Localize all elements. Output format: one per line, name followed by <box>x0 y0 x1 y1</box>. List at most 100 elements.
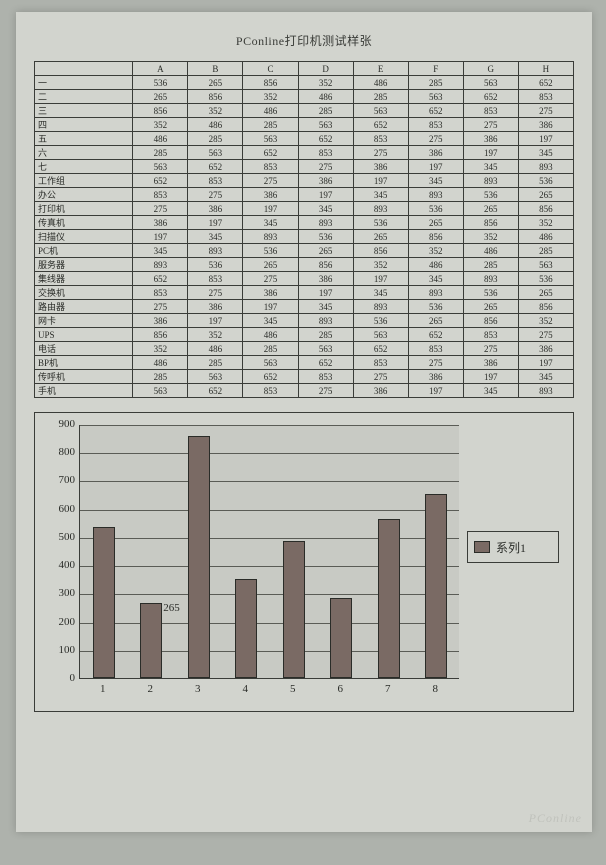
table-cell: 352 <box>408 244 463 258</box>
table-cell: 197 <box>243 202 298 216</box>
table-cell: 856 <box>243 76 298 90</box>
table-cell: 563 <box>298 118 353 132</box>
table-cell: 893 <box>518 160 573 174</box>
table-cell: 265 <box>408 314 463 328</box>
table-cell: 893 <box>133 258 188 272</box>
table-cell: 853 <box>188 272 243 286</box>
table-cell: 536 <box>518 272 573 286</box>
table-cell: 197 <box>518 132 573 146</box>
table-cell: 386 <box>408 146 463 160</box>
table-cell: 893 <box>408 286 463 300</box>
table-cell: 265 <box>518 286 573 300</box>
page: PConline打印机测试样张 ABCDEFGH一536265856352486… <box>16 12 592 832</box>
table-cell: 197 <box>133 230 188 244</box>
table-cell: 285 <box>353 90 408 104</box>
row-header-cell: 网卡 <box>35 314 133 328</box>
table-cell: 352 <box>188 328 243 342</box>
table-cell: 265 <box>463 300 518 314</box>
table-cell: 197 <box>298 286 353 300</box>
table-cell: 197 <box>463 146 518 160</box>
table-row: 工作组652853275386197345893536 <box>35 174 574 188</box>
table-row: PC机345893536265856352486285 <box>35 244 574 258</box>
table-cell: 563 <box>518 258 573 272</box>
row-header-cell: 二 <box>35 90 133 104</box>
table-row: 四352486285563652853275386 <box>35 118 574 132</box>
gridline <box>80 623 459 624</box>
row-header-cell: BP机 <box>35 356 133 370</box>
table-row: 扫描仪197345893536265856352486 <box>35 230 574 244</box>
table-cell: 386 <box>243 188 298 202</box>
y-axis-label: 800 <box>39 446 75 458</box>
table-cell: 386 <box>133 314 188 328</box>
x-axis-label: 7 <box>368 683 408 695</box>
table-cell: 386 <box>518 118 573 132</box>
table-cell: 345 <box>133 244 188 258</box>
table-cell: 853 <box>243 160 298 174</box>
table-cell: 563 <box>188 146 243 160</box>
table-cell: 345 <box>463 384 518 398</box>
table-cell: 853 <box>188 174 243 188</box>
watermark: PConline <box>529 811 582 826</box>
table-header-cell <box>35 62 133 76</box>
table-cell: 285 <box>243 118 298 132</box>
table-header-cell: F <box>408 62 463 76</box>
table-header-cell: D <box>298 62 353 76</box>
table-header-cell: A <box>133 62 188 76</box>
table-cell: 386 <box>188 202 243 216</box>
y-axis-label: 900 <box>39 418 75 430</box>
row-header-cell: 打印机 <box>35 202 133 216</box>
gridline <box>80 538 459 539</box>
table-cell: 486 <box>133 132 188 146</box>
table-cell: 563 <box>463 76 518 90</box>
table-cell: 563 <box>408 90 463 104</box>
table-row: 六285563652853275386197345 <box>35 146 574 160</box>
table-cell: 853 <box>298 146 353 160</box>
bar <box>93 527 115 678</box>
table-cell: 563 <box>133 384 188 398</box>
bar-value-label: 265 <box>163 602 180 614</box>
table-cell: 856 <box>133 328 188 342</box>
table-row: 传呼机285563652853275386197345 <box>35 370 574 384</box>
table-cell: 856 <box>298 258 353 272</box>
table-cell: 652 <box>298 356 353 370</box>
table-cell: 856 <box>463 314 518 328</box>
table-row: 路由器275386197345893536265856 <box>35 300 574 314</box>
table-cell: 652 <box>243 370 298 384</box>
table-cell: 275 <box>133 202 188 216</box>
table-cell: 536 <box>463 188 518 202</box>
table-cell: 536 <box>243 244 298 258</box>
table-header-cell: E <box>353 62 408 76</box>
table-cell: 285 <box>298 328 353 342</box>
table-cell: 386 <box>298 174 353 188</box>
table-cell: 352 <box>518 216 573 230</box>
data-table: ABCDEFGH一536265856352486285563652二265856… <box>34 61 574 398</box>
table-cell: 536 <box>408 202 463 216</box>
table-cell: 853 <box>408 118 463 132</box>
row-header-cell: 传呼机 <box>35 370 133 384</box>
table-cell: 563 <box>133 160 188 174</box>
row-header-cell: 五 <box>35 132 133 146</box>
table-cell: 893 <box>408 188 463 202</box>
table-cell: 197 <box>408 160 463 174</box>
table-row: 手机563652853275386197345893 <box>35 384 574 398</box>
table-cell: 652 <box>408 104 463 118</box>
table-cell: 275 <box>133 300 188 314</box>
table-cell: 652 <box>188 160 243 174</box>
row-header-cell: 一 <box>35 76 133 90</box>
y-axis-label: 0 <box>39 672 75 684</box>
table-cell: 652 <box>243 146 298 160</box>
table-cell: 856 <box>133 104 188 118</box>
row-header-cell: 办公 <box>35 188 133 202</box>
table-cell: 486 <box>463 244 518 258</box>
table-cell: 197 <box>353 272 408 286</box>
x-axis-label: 5 <box>273 683 313 695</box>
table-cell: 893 <box>463 174 518 188</box>
row-header-cell: PC机 <box>35 244 133 258</box>
table-cell: 345 <box>518 146 573 160</box>
table-header-cell: G <box>463 62 518 76</box>
bar-chart: 系列1 010020030040050060070080090012652345… <box>34 412 574 712</box>
x-axis-label: 8 <box>415 683 455 695</box>
table-cell: 893 <box>353 300 408 314</box>
table-cell: 856 <box>408 230 463 244</box>
table-header-cell: B <box>188 62 243 76</box>
